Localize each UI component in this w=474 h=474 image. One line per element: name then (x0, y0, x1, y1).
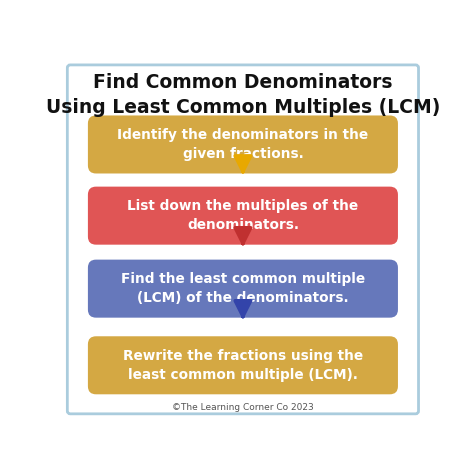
Text: ©The Learning Corner Co 2023: ©The Learning Corner Co 2023 (172, 403, 314, 412)
Text: List down the multiples of the
denominators.: List down the multiples of the denominat… (128, 199, 358, 232)
FancyBboxPatch shape (88, 116, 398, 173)
FancyBboxPatch shape (88, 336, 398, 394)
FancyBboxPatch shape (67, 65, 419, 414)
Text: Find the least common multiple
(LCM) of the denominators.: Find the least common multiple (LCM) of … (121, 272, 365, 305)
Text: Rewrite the fractions using the
least common multiple (LCM).: Rewrite the fractions using the least co… (123, 349, 363, 382)
Text: Find Common Denominators
Using Least Common Multiples (LCM): Find Common Denominators Using Least Com… (46, 73, 440, 117)
FancyBboxPatch shape (88, 187, 398, 245)
Text: Identify the denominators in the
given fractions.: Identify the denominators in the given f… (118, 128, 368, 161)
FancyBboxPatch shape (88, 260, 398, 318)
